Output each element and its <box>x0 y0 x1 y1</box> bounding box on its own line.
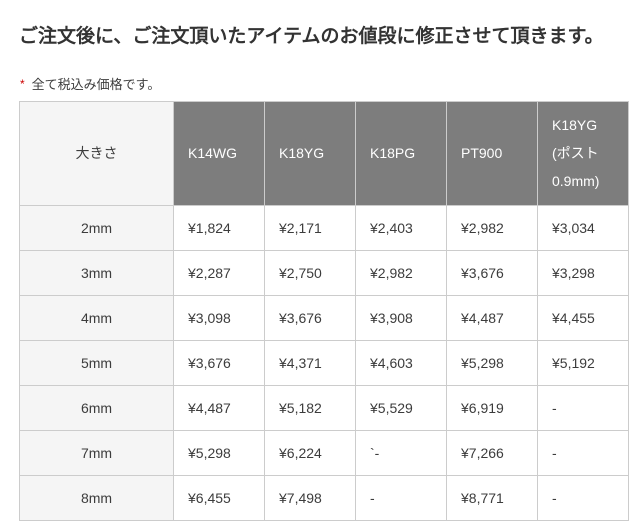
price-cell: ¥3,676 <box>264 294 356 341</box>
price-cell: ¥4,603 <box>355 339 447 386</box>
column-header-k14wg: K14WG <box>173 100 265 206</box>
price-cell: ¥3,676 <box>173 339 265 386</box>
price-cell: ¥3,908 <box>355 294 447 341</box>
column-header-size: 大きさ <box>19 100 174 206</box>
price-cell: ¥3,098 <box>173 294 265 341</box>
price-cell: ¥3,298 <box>537 249 629 296</box>
price-cell: ¥6,224 <box>264 429 356 476</box>
price-cell: ¥2,982 <box>446 204 538 251</box>
table-row: 2mm ¥1,824 ¥2,171 ¥2,403 ¥2,982 ¥3,034 <box>19 204 629 251</box>
tax-note-text: 全て税込み価格です。 <box>31 76 161 92</box>
table-row: 3mm ¥2,287 ¥2,750 ¥2,982 ¥3,676 ¥3,298 <box>19 249 629 296</box>
table-row: 7mm ¥5,298 ¥6,224 `- ¥7,266 - <box>19 429 629 476</box>
size-cell: 5mm <box>19 339 174 386</box>
price-cell: ¥5,529 <box>355 384 447 431</box>
price-cell: ¥7,498 <box>264 474 356 521</box>
price-cell: ¥2,287 <box>173 249 265 296</box>
tax-note: * 全て税込み価格です。 <box>20 74 630 93</box>
price-cell: ¥4,371 <box>264 339 356 386</box>
price-cell: ¥2,982 <box>355 249 447 296</box>
table-row: 8mm ¥6,455 ¥7,498 - ¥8,771 - <box>19 474 629 521</box>
price-cell: ¥8,771 <box>446 474 538 521</box>
price-cell: - <box>355 474 447 521</box>
table-row: 4mm ¥3,098 ¥3,676 ¥3,908 ¥4,487 ¥4,455 <box>19 294 629 341</box>
size-cell: 2mm <box>19 204 174 251</box>
price-cell: ¥2,750 <box>264 249 356 296</box>
price-cell: ¥2,171 <box>264 204 356 251</box>
price-cell: ¥4,487 <box>446 294 538 341</box>
column-header-k18pg: K18PG <box>355 100 447 206</box>
table-row: 5mm ¥3,676 ¥4,371 ¥4,603 ¥5,298 ¥5,192 <box>19 339 629 386</box>
price-cell: `- <box>355 429 447 476</box>
price-cell: ¥2,403 <box>355 204 447 251</box>
size-cell: 4mm <box>19 294 174 341</box>
size-cell: 3mm <box>19 249 174 296</box>
required-asterisk-icon: * <box>20 76 25 91</box>
price-cell: ¥5,298 <box>446 339 538 386</box>
price-cell: ¥5,192 <box>537 339 629 386</box>
price-cell: ¥4,487 <box>173 384 265 431</box>
price-cell: ¥6,919 <box>446 384 538 431</box>
price-cell: ¥3,676 <box>446 249 538 296</box>
price-cell: - <box>537 384 629 431</box>
price-cell: ¥5,298 <box>173 429 265 476</box>
price-cell: ¥6,455 <box>173 474 265 521</box>
size-cell: 7mm <box>19 429 174 476</box>
price-cell: ¥7,266 <box>446 429 538 476</box>
page-title: ご注文後に、ご注文頂いたアイテムのお値段に修正させて頂きます。 <box>19 26 604 47</box>
price-cell: ¥3,034 <box>537 204 629 251</box>
column-header-pt900: PT900 <box>446 100 538 206</box>
size-cell: 8mm <box>19 474 174 521</box>
price-cell: ¥1,824 <box>173 204 265 251</box>
size-cell: 6mm <box>19 384 174 431</box>
column-header-k18yg: K18YG <box>264 100 356 206</box>
price-cell: ¥4,455 <box>537 294 629 341</box>
price-cell: - <box>537 474 629 521</box>
price-cell: ¥5,182 <box>264 384 356 431</box>
price-cell: - <box>537 429 629 476</box>
header-row: 大きさ K14WG K18YG K18PG PT900 K18YG (ポスト 0… <box>19 100 629 206</box>
price-table: 大きさ K14WG K18YG K18PG PT900 K18YG (ポスト 0… <box>19 100 629 521</box>
table-row: 6mm ¥4,487 ¥5,182 ¥5,529 ¥6,919 - <box>19 384 629 431</box>
column-header-k18yg-post: K18YG (ポスト 0.9mm) <box>537 100 629 206</box>
